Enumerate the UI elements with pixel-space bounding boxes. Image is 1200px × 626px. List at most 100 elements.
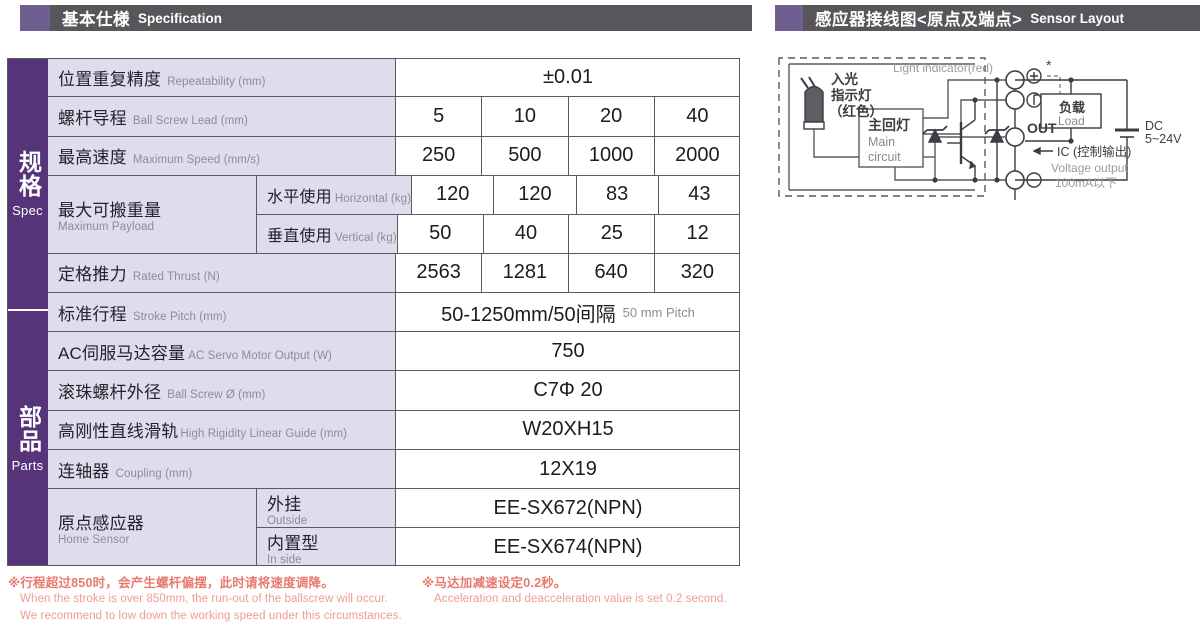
rail-label-cn: 规格 xyxy=(15,149,42,198)
ic-control-output-label: IC (控制输出) xyxy=(1057,144,1131,159)
value-cell: 50 xyxy=(397,214,484,253)
value-cell: W20XH15 xyxy=(396,410,740,450)
subrow-label-cn: 外挂 xyxy=(267,494,302,514)
row-label-en: Coupling (mm) xyxy=(115,467,193,480)
main-circuit-label-en1: Main xyxy=(868,135,895,149)
rail-label-en: Spec xyxy=(12,202,43,218)
subrow-label-en: Vertical (kg) xyxy=(334,231,397,244)
specification-header-title-cn: 基本仕様 xyxy=(62,11,130,29)
row-label-maximum-payload: 最大可搬重量 Maximum Payload xyxy=(48,175,257,253)
row-label-en: High Rigidity Linear Guide (mm) xyxy=(180,428,348,441)
value-cell: 120 xyxy=(494,175,577,214)
table-row-stroke-pitch: 标准行程 Stroke Pitch (mm) 50-1250mm/50间隔 50… xyxy=(48,292,740,333)
value-note: 50 mm Pitch xyxy=(622,304,695,320)
footnote-en-line2: We recommend to low down the working spe… xyxy=(20,609,402,622)
row-label-en: Stroke Pitch (mm) xyxy=(132,310,227,323)
row-values: W20XH15 xyxy=(396,410,740,450)
row-label-en: Ball Screw Ø (mm) xyxy=(167,389,266,402)
npn-transistor xyxy=(947,100,977,180)
specification-table: 规格 Spec 部品 Parts 位置重复精度 Repeatability (m… xyxy=(7,58,741,567)
row-label-cn: 原点感应器 xyxy=(58,514,144,534)
value-cell: 1000 xyxy=(568,136,655,175)
subrow-outside: 外挂 Outside EE-SX672(NPN) xyxy=(257,489,740,529)
row-label-cn: AC伺服马达容量 xyxy=(58,343,186,363)
row-values: 12X19 xyxy=(396,450,740,489)
out-arrow xyxy=(1032,146,1053,156)
table-row-motor-output: AC伺服马达容量 AC Servo Motor Output (W) 750 xyxy=(48,332,740,372)
value-cell: 20 xyxy=(568,97,655,136)
rail-label-cn: 部品 xyxy=(15,404,42,453)
value-cell: 320 xyxy=(654,253,740,292)
row-label-ball-screw-diameter: 滚珠螺杆外径 Ball Screw Ø (mm) xyxy=(48,371,396,410)
value-cell: 2000 xyxy=(654,136,740,175)
row-label-stroke-pitch: 标准行程 Stroke Pitch (mm) xyxy=(48,292,396,332)
light-indicator-label-cn3: （红色） xyxy=(829,103,883,119)
specification-header-title-en: Specification xyxy=(138,10,223,26)
row-label-en: Repeatability (mm) xyxy=(167,75,266,88)
row-label-cn: 位置重复精度 xyxy=(58,69,162,89)
row-label-maximum-speed: 最高速度 Maximum Speed (mm/s) xyxy=(48,136,396,175)
sensor-wiring-diagram: 入光 指示灯 （红色） Light indicator(red) 主回灯 Mai… xyxy=(775,52,1195,202)
dc-supply-battery xyxy=(1115,124,1139,147)
value-cell: ±0.01 xyxy=(396,58,740,97)
rail-section-spec: 规格 Spec xyxy=(7,58,48,311)
row-label-cn: 最高速度 xyxy=(58,148,127,168)
row-label-cn: 高刚性直线滑轨 xyxy=(58,422,179,442)
table-row-ball-screw-lead: 螺杆导程 Ball Screw Lead (mm) 5 10 20 40 xyxy=(48,97,740,137)
sensor-layout-header-title-cn: 感应器接线图<原点及端点> xyxy=(815,11,1023,29)
subrow-horizontal: 水平使用 Horizontal (kg) 120 120 83 43 xyxy=(257,175,741,215)
row-values: ±0.01 xyxy=(396,58,740,97)
value-cell: EE-SX674(NPN) xyxy=(396,528,740,567)
value-cell: 640 xyxy=(568,253,655,292)
light-indicator-label-cn: 入光 xyxy=(831,71,859,87)
subrow-label-inside: 内置型 In side xyxy=(257,528,396,567)
dc-label: DC xyxy=(1145,119,1163,133)
table-row-maximum-payload: 最大可搬重量 Maximum Payload 水平使用 Horizontal (… xyxy=(48,175,741,254)
footnote-stroke-warning: ※行程超过850时，会产生螺杆偏摆，此时请将速度调降。 When the str… xyxy=(8,572,402,624)
row-values: C7Φ 20 xyxy=(396,371,740,410)
value-cell-stroke-pitch: 50-1250mm/50间隔 50 mm Pitch xyxy=(396,292,740,332)
sensor-layout-header-title-en: Sensor Layout xyxy=(1030,10,1125,26)
row-label-motor-output: AC伺服马达容量 AC Servo Motor Output (W) xyxy=(48,332,396,371)
zener-diode-2 xyxy=(984,80,1010,180)
load-label-en: Load xyxy=(1058,114,1085,128)
table-row-coupling: 连轴器 Coupling (mm) 12X19 xyxy=(48,450,740,490)
light-indicator-label-cn2: 指示灯 xyxy=(831,87,872,103)
table-row-linear-guide: 高刚性直线滑轨 High Rigidity Linear Guide (mm) … xyxy=(48,410,740,451)
row-label-en: Maximum Payload xyxy=(58,220,155,233)
header-accent-block xyxy=(775,5,803,31)
value-cell: 2563 xyxy=(396,253,483,292)
value-text: 50-1250mm/50间隔 xyxy=(441,303,616,326)
table-row-ball-screw-diameter: 滚珠螺杆外径 Ball Screw Ø (mm) C7Φ 20 xyxy=(48,371,740,411)
value-cell: 120 xyxy=(412,175,495,214)
subrow-label-horizontal: 水平使用 Horizontal (kg) xyxy=(257,175,413,214)
value-cell: 5 xyxy=(396,97,483,136)
row-values: 750 xyxy=(396,332,740,371)
rail-label-en: Parts xyxy=(11,457,44,473)
row-values: 50-1250mm/50间隔 50 mm Pitch xyxy=(396,292,740,332)
row-values: 2563 1281 640 320 xyxy=(396,253,740,292)
value-cell: 10 xyxy=(482,97,569,136)
value-cell: 43 xyxy=(658,175,741,214)
subrow-label-en: Outside xyxy=(267,514,308,527)
footnote-en-line1: When the stroke is over 850mm, the run-o… xyxy=(20,593,388,605)
row-label-rated-thrust: 定格推力 Rated Thrust (N) xyxy=(48,253,396,292)
row-label-en: Maximum Speed (mm/s) xyxy=(132,154,261,167)
row-label-cn: 定格推力 xyxy=(58,265,127,285)
dc-range-label: 5~24V xyxy=(1145,132,1182,146)
specification-header-bar: 基本仕様 Specification xyxy=(20,5,752,31)
row-label-en: Ball Screw Lead (mm) xyxy=(132,114,248,127)
row-label-cn: 螺杆导程 xyxy=(58,108,127,128)
row-label-coupling: 连轴器 Coupling (mm) xyxy=(48,450,396,489)
row-label-cn: 连轴器 xyxy=(58,461,110,481)
current-limit-label: 100mA以下 xyxy=(1055,176,1117,190)
value-cell: 12X19 xyxy=(396,450,740,489)
subrow-inside: 内置型 In side EE-SX674(NPN) xyxy=(257,528,740,567)
value-cell: 500 xyxy=(482,136,569,175)
row-values: 5 10 20 40 xyxy=(396,97,740,136)
subrow-label-en: In side xyxy=(267,553,302,566)
subrow-label-vertical: 垂直使用 Vertical (kg) xyxy=(257,214,398,253)
value-cell: C7Φ 20 xyxy=(396,371,740,410)
row-label-en: AC Servo Motor Output (W) xyxy=(188,349,332,362)
row-label-cn: 最大可搬重量 xyxy=(58,200,162,220)
